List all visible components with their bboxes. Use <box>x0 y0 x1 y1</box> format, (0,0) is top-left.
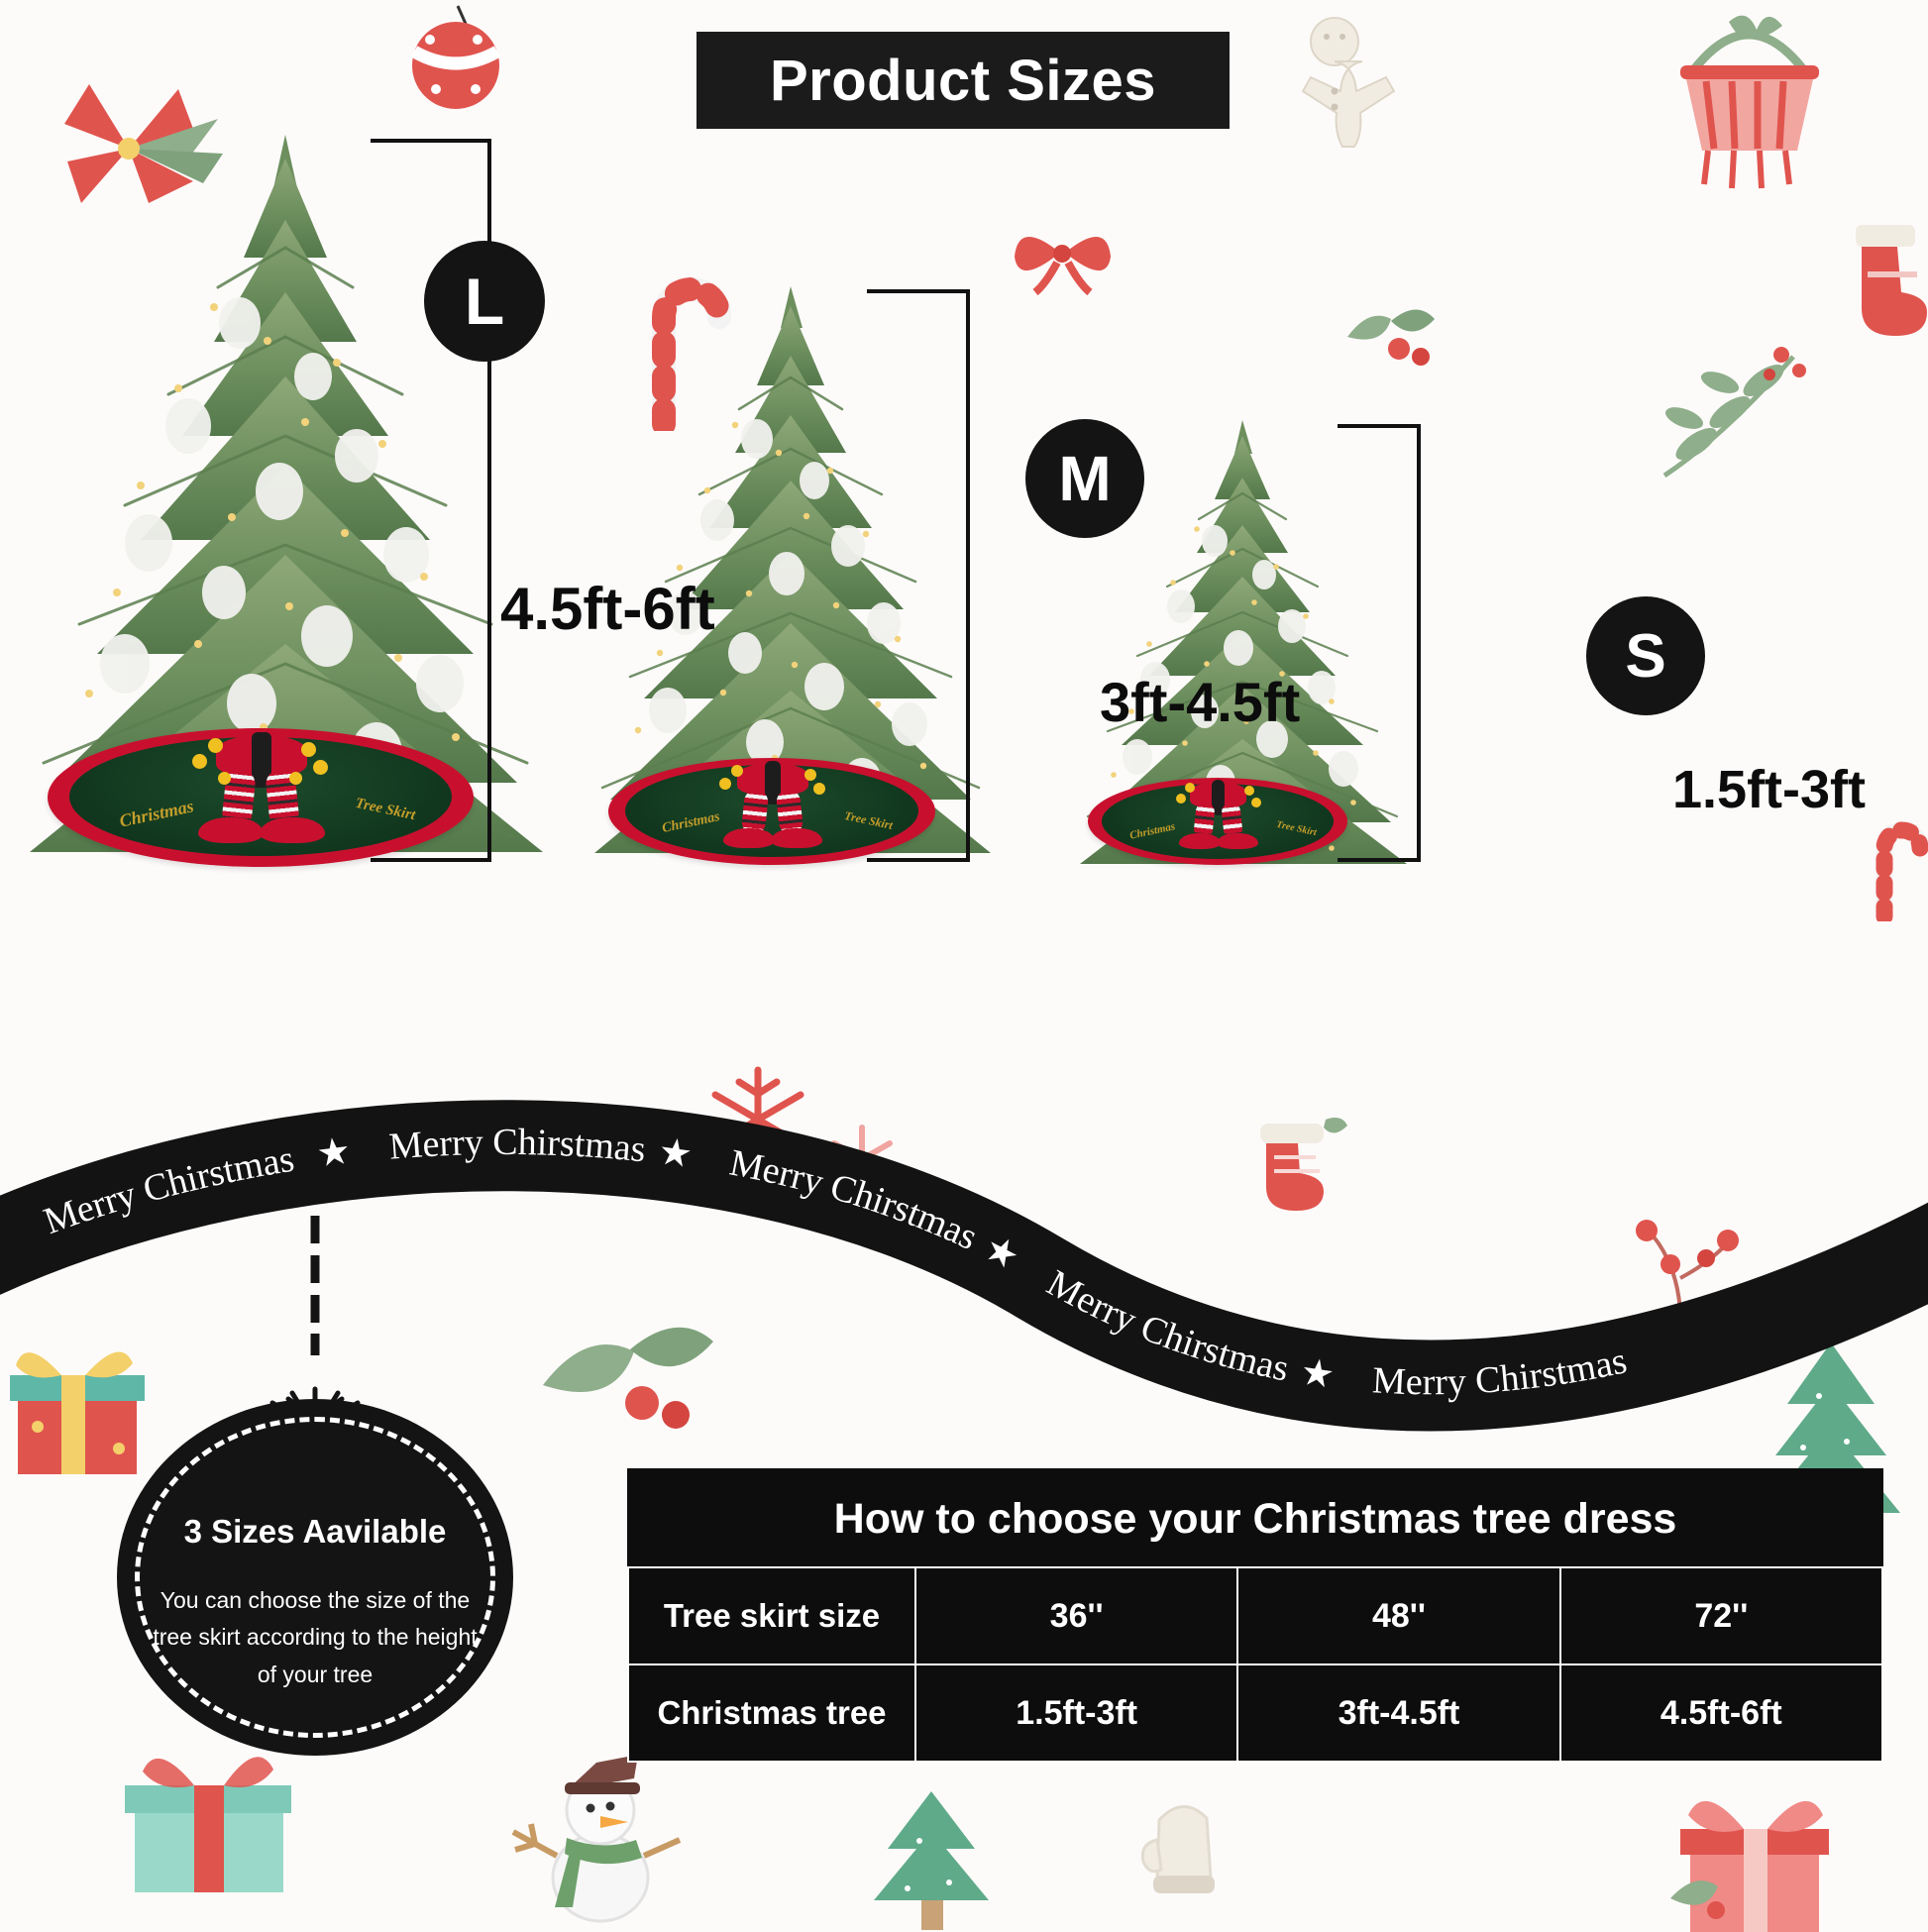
spec-table-panel: How to choose your Christmas tree dress … <box>627 1468 1884 1763</box>
stocking-icon <box>1856 225 1927 336</box>
dimension-cap-top-large <box>371 139 489 143</box>
spec-table: Tree skirt size 36'' 48'' 72'' Christmas… <box>627 1566 1884 1763</box>
row-label-christmas-tree: Christmas tree <box>627 1664 916 1763</box>
elf-shoe-left-medium <box>723 828 775 848</box>
cell-tree-height-2: 3ft-4.5ft <box>1236 1664 1561 1763</box>
mistletoe-icon <box>1662 347 1806 479</box>
ribbon-band <box>0 1100 1928 1432</box>
ornament-headline: 3 Sizes Aavilable <box>183 1513 447 1550</box>
gingerbread-man-icon <box>1301 17 1396 148</box>
elf-shoe-left-large <box>198 817 264 843</box>
table-row: Tree skirt size 36'' 48'' 72'' <box>627 1566 1884 1665</box>
ribbon-text-2: Merry Chirstmas <box>387 1122 648 1171</box>
ornament-hanger-dash-1 <box>310 1216 320 1243</box>
page-title: Product Sizes <box>696 32 1230 129</box>
ribbon-star-1: ★ <box>314 1130 353 1176</box>
elf-shoe-left-small <box>1179 833 1221 849</box>
size-range-small: 1.5ft-3ft <box>1672 760 1867 819</box>
row-label-tree-skirt-size: Tree skirt size <box>627 1566 916 1665</box>
dimension-cap-top-small <box>1338 424 1421 428</box>
tree-skirt-medium: Christmas Tree Skirt <box>608 758 935 865</box>
cell-skirt-size-3: 72'' <box>1558 1566 1884 1665</box>
elf-figure-medium <box>719 761 825 854</box>
dimension-line-large <box>487 139 491 862</box>
elf-shoe-right-large <box>260 817 325 843</box>
cell-skirt-size-2: 48'' <box>1236 1566 1561 1665</box>
dimension-cap-top-medium <box>867 289 968 293</box>
elf-bell-medium-1 <box>719 778 731 790</box>
elf-shoe-right-medium <box>771 828 822 848</box>
size-badge-large-label: L <box>464 265 505 338</box>
tree-skirt-large: Christmas Tree Skirt <box>48 728 474 867</box>
merry-christmas-ribbon: Merry Chirstmas ★ Merry Chirstmas ★ Merr… <box>0 1090 1928 1447</box>
bow-icon <box>1015 236 1111 296</box>
elf-bell-large-1 <box>192 754 207 769</box>
size-badge-large: L <box>424 241 545 362</box>
elf-bell-small-4 <box>1251 798 1261 807</box>
size-badge-medium: M <box>1025 419 1144 538</box>
candy-cane-small-icon <box>1875 821 1928 921</box>
hanging-basket-icon <box>1680 15 1819 189</box>
sizes-available-ornament: 3 Sizes Aavilable You can choose the siz… <box>117 1216 513 1756</box>
ornament-hanger-dash-2 <box>310 1255 320 1283</box>
ornament-dashed-ring <box>135 1417 495 1738</box>
elf-bell-large-3 <box>301 742 316 757</box>
ornament-ball-icon <box>410 5 501 109</box>
tree-trunk-small <box>1212 780 1225 815</box>
ribbon-star-2: ★ <box>656 1130 695 1176</box>
elf-bell-large-4 <box>313 760 328 775</box>
ribbon-star-4: ★ <box>1298 1351 1338 1398</box>
christmas-tree-teal-icon <box>874 1791 989 1930</box>
spec-table-caption: How to choose your Christmas tree dress <box>627 1468 1883 1566</box>
elf-bell-small-3 <box>1244 786 1254 796</box>
mitten-icon <box>1140 1805 1215 1893</box>
holly-sprig-small-icon <box>1670 1880 1725 1919</box>
elf-bell-small-2 <box>1185 783 1195 793</box>
elf-bell-large-2 <box>208 738 223 753</box>
dimension-line-medium <box>966 289 970 862</box>
cell-tree-height-3: 4.5ft-6ft <box>1558 1664 1884 1763</box>
size-badge-small: S <box>1586 596 1705 715</box>
cell-tree-height-1: 1.5ft-3ft <box>913 1664 1239 1763</box>
elf-bell-small-1 <box>1176 794 1186 804</box>
elf-figure-small <box>1176 780 1261 855</box>
elf-bell-large-6 <box>289 772 302 785</box>
elf-bell-medium-4 <box>813 783 825 795</box>
table-row: Christmas tree 1.5ft-3ft 3ft-4.5ft 4.5ft… <box>627 1664 1884 1763</box>
holly-icon <box>1347 309 1435 366</box>
size-badge-small-label: S <box>1625 621 1666 691</box>
ornament-description: You can choose the size of the tree skir… <box>153 1587 478 1687</box>
cell-skirt-size-1: 36'' <box>913 1566 1239 1665</box>
page-title-text: Product Sizes <box>769 48 1157 113</box>
elf-shoe-right-small <box>1217 833 1258 849</box>
elf-bell-large-5 <box>218 772 231 785</box>
elf-bell-medium-3 <box>804 769 816 781</box>
tree-trunk-medium <box>765 761 781 805</box>
size-range-large: 4.5ft-6ft <box>500 576 715 642</box>
dimension-cap-bottom-large <box>371 858 489 862</box>
tree-skirt-small: Christmas Tree Skirt <box>1088 778 1347 865</box>
size-badge-medium-label: M <box>1058 443 1112 514</box>
dimension-cap-bottom-small <box>1338 858 1421 862</box>
gift-bow-pink-icon <box>1680 1800 1829 1932</box>
tree-trunk-large <box>252 732 271 788</box>
ornament-hanger-dash-3 <box>310 1295 320 1323</box>
size-range-medium: 3ft-4.5ft <box>1100 671 1301 733</box>
elf-bell-medium-2 <box>731 765 743 777</box>
dimension-cap-bottom-medium <box>867 858 968 862</box>
ornament-hanger-dash-4 <box>310 1334 320 1355</box>
elf-figure-large <box>192 732 328 851</box>
dimension-line-small <box>1417 424 1421 862</box>
